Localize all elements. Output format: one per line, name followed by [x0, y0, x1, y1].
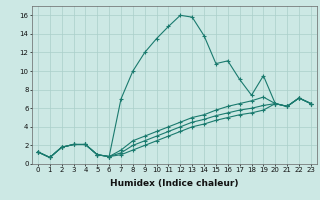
- X-axis label: Humidex (Indice chaleur): Humidex (Indice chaleur): [110, 179, 239, 188]
